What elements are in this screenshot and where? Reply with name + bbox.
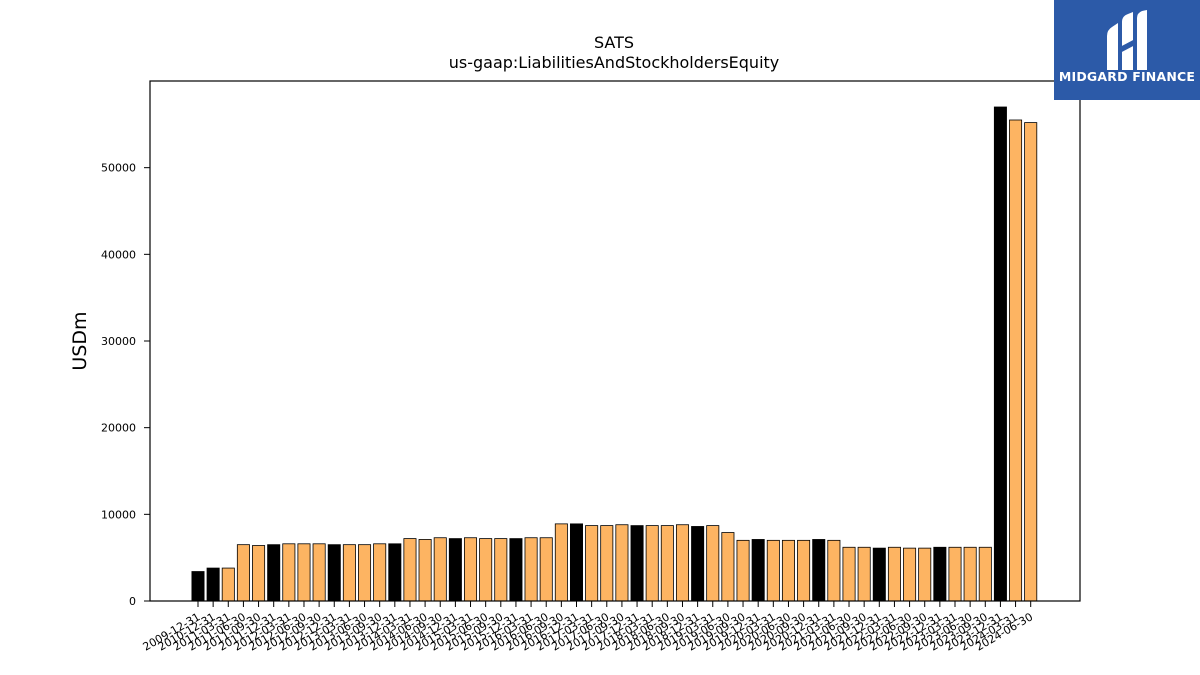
y-tick-label: 20000 [101, 422, 136, 435]
bar-2014-09-30 [433, 537, 447, 602]
bar-2019-12-31 [751, 539, 765, 602]
bar-2022-09-30 [918, 547, 932, 602]
bar-2014-06-30 [418, 539, 432, 602]
bar-2018-03-31 [645, 525, 659, 602]
bar-2021-12-31 [872, 547, 886, 602]
bar-2018-06-30 [660, 525, 674, 602]
bar-2012-06-30 [297, 543, 311, 602]
y-tick-label: 40000 [101, 248, 136, 261]
bar-2021-09-30 [857, 546, 871, 602]
bar-2012-03-31 [282, 543, 296, 602]
bar-2016-12-31 [570, 523, 584, 602]
bar-2023-12-31 [993, 106, 1007, 602]
bar-2022-03-31 [887, 546, 901, 602]
bar-2019-09-30 [736, 539, 750, 602]
bar-2019-03-31 [706, 525, 720, 602]
bar-2023-09-30 [978, 546, 992, 602]
logo-name: MIDGARD FINANCE [1058, 69, 1196, 84]
bar-2010-12-31 [206, 567, 220, 602]
bar-2014-12-31 [448, 538, 462, 602]
y-axis: 0 10000 20000 30000 40000 50000 [101, 162, 150, 608]
bar-2018-09-30 [675, 524, 689, 602]
bar-2011-09-30 [252, 545, 266, 602]
bar-2012-09-30 [312, 543, 326, 602]
midgard-finance-logo-icon [1107, 10, 1147, 70]
bar-2014-03-31 [403, 538, 417, 602]
bar-2016-06-30 [539, 537, 553, 602]
y-tick-label: 30000 [101, 335, 136, 348]
bar-2013-06-30 [358, 544, 372, 602]
bar-2018-12-31 [691, 526, 705, 602]
bar-2015-06-30 [479, 538, 493, 602]
bar-2011-06-30 [236, 544, 250, 602]
bar-2022-12-31 [933, 546, 947, 602]
bar-2016-03-31 [524, 537, 538, 602]
y-tick-label: 10000 [101, 508, 136, 521]
bar-2016-09-30 [554, 523, 568, 602]
bar-2013-03-31 [342, 544, 356, 602]
bar-2009-12-31 [191, 571, 205, 602]
y-tick-label: 50000 [101, 162, 136, 175]
y-axis-label: USDm [69, 311, 91, 370]
bar-2017-09-30 [615, 524, 629, 602]
bar-2021-06-30 [842, 546, 856, 602]
bar-2013-12-31 [388, 543, 402, 602]
bar-2017-12-31 [630, 525, 644, 602]
bar-2020-06-30 [781, 539, 795, 602]
bar-2011-12-31 [267, 544, 281, 602]
bar-2015-12-31 [509, 538, 523, 602]
midgard-finance-logo: MIDGARD FINANCE [1054, 0, 1200, 100]
bars-group [191, 106, 1038, 602]
bar-2024-03-31 [1009, 119, 1023, 602]
bar-2019-06-30 [721, 532, 735, 602]
chart-subtitle: us-gaap:LiabilitiesAndStockholdersEquity [449, 53, 780, 72]
y-tick-label: 0 [129, 595, 136, 608]
bar-2013-09-30 [373, 543, 387, 602]
x-axis: 2009-12-312010-12-312011-03-312011-06-30… [141, 601, 1035, 654]
bar-2023-03-31 [948, 546, 962, 602]
chart-title: SATS [594, 33, 634, 52]
bar-2020-12-31 [812, 539, 826, 602]
bar-2024-06-30 [1024, 122, 1038, 602]
bar-2015-03-31 [464, 537, 478, 602]
bar-2022-06-30 [903, 547, 917, 602]
bar-2012-12-31 [327, 544, 341, 602]
plot-frame [149, 80, 1081, 602]
bar-2011-03-31 [221, 567, 235, 602]
bar-2020-03-31 [766, 539, 780, 602]
bar-2023-06-30 [963, 546, 977, 602]
bar-2017-06-30 [600, 525, 614, 602]
bar-2020-09-30 [797, 539, 811, 602]
bar-2015-09-30 [494, 538, 508, 602]
bar-2021-03-31 [827, 539, 841, 602]
bar-2017-03-31 [585, 525, 599, 602]
